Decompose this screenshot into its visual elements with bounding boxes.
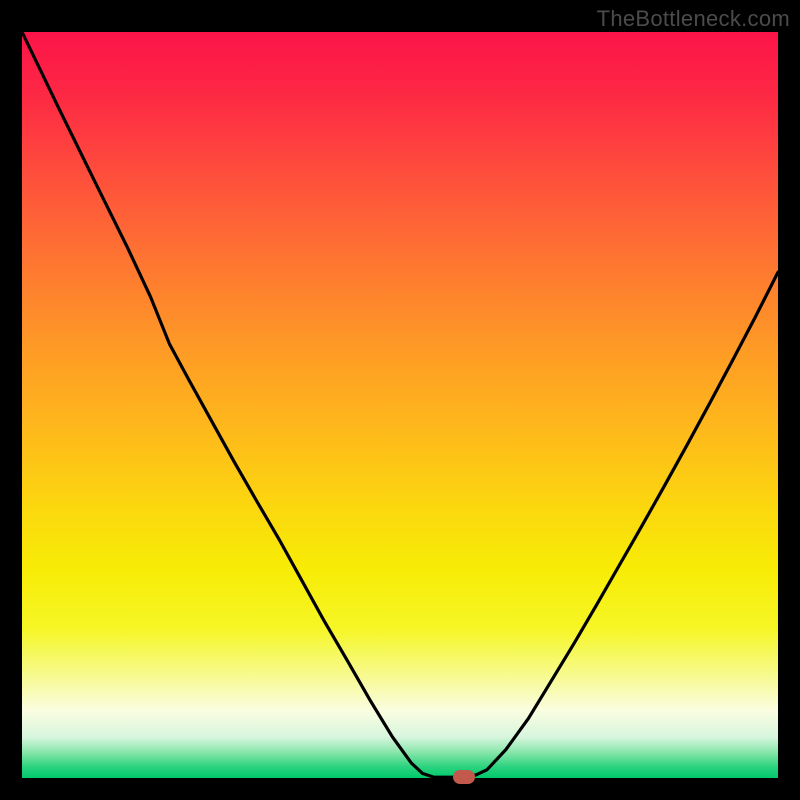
plot-area (22, 32, 778, 778)
curve-line (22, 32, 778, 778)
bottleneck-marker (453, 770, 475, 784)
watermark-text: TheBottleneck.com (597, 6, 790, 32)
